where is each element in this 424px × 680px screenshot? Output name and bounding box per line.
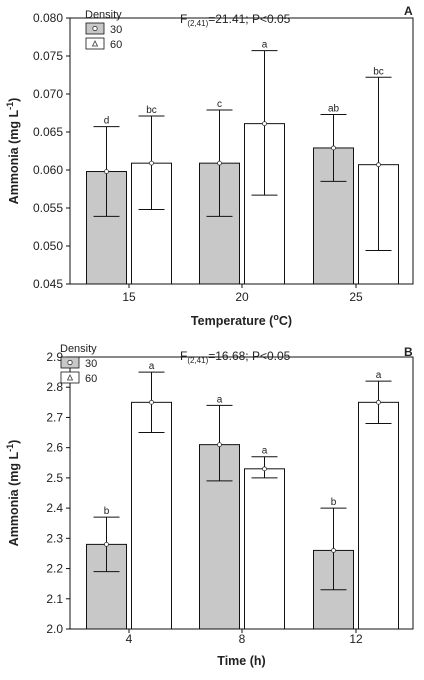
- mean-point: [332, 548, 336, 552]
- stat-subscript: (2,41): [187, 356, 208, 365]
- bar: [245, 469, 285, 629]
- x-axis-title-tail: C): [279, 314, 292, 328]
- stat-annotation: F(2,41)=16.68; P<0.05: [180, 349, 291, 365]
- y-axis-title-tail: ): [7, 440, 21, 444]
- y-tick-label: 2.5: [46, 471, 63, 485]
- y-axis-title-sup: -1: [5, 444, 15, 452]
- legend: Density 30 60: [60, 343, 97, 385]
- chart-panel-a: d c ab bc a bc 0.045 0.050 0.055 0.060 0.065 0.070 0…: [5, 4, 413, 328]
- stat-suffix: =21.41; P<0.05: [208, 12, 290, 26]
- legend-label: 30: [85, 358, 97, 370]
- y-tick-label: 2.2: [46, 562, 63, 576]
- mean-point: [105, 170, 109, 174]
- bar: [359, 402, 399, 629]
- panel-letter: A: [404, 4, 413, 18]
- legend-label: 60: [85, 373, 97, 385]
- legend-title: Density: [85, 9, 122, 21]
- significance-letter: b: [331, 497, 337, 508]
- y-tick-label: 0.045: [33, 277, 63, 291]
- y-tick-label: 0.075: [33, 49, 63, 63]
- significance-letter: a: [149, 361, 155, 372]
- x-tick-label: 4: [126, 632, 133, 646]
- y-axis-title-text: Ammonia (mg L: [7, 110, 21, 205]
- significance-letter: a: [262, 446, 268, 457]
- mean-point: [263, 467, 267, 471]
- x-axis-title: Time (h): [217, 654, 265, 668]
- stat-annotation: F(2,41)=21.41; P<0.05: [180, 12, 291, 28]
- x-axis-title-text: Temperature (: [191, 314, 274, 328]
- significance-letter: d: [104, 116, 110, 127]
- x-tick-label: 20: [235, 290, 249, 304]
- y-tick-label: 2.6: [46, 441, 63, 455]
- x-tick-label: 15: [122, 290, 136, 304]
- mean-point: [263, 122, 267, 126]
- mean-point: [218, 443, 222, 447]
- legend-marker-circle: [93, 26, 97, 30]
- legend-marker-circle: [68, 360, 72, 364]
- panel-letter: B: [404, 345, 413, 359]
- y-axis-title: Ammonia (mg L-1): [5, 440, 21, 547]
- x-tick-label: 12: [349, 632, 363, 646]
- legend-title: Density: [60, 343, 97, 355]
- y-axis-title-text: Ammonia (mg L: [7, 452, 21, 547]
- mean-point: [105, 542, 109, 546]
- significance-letter: bc: [373, 66, 384, 77]
- y-tick-label: 2.7: [46, 410, 63, 424]
- y-axis-title-tail: ): [7, 98, 21, 102]
- mean-point: [377, 400, 381, 404]
- significance-letter: a: [262, 40, 268, 51]
- y-tick-label: 0.070: [33, 87, 63, 101]
- y-tick-label: 2.3: [46, 531, 63, 545]
- stat-suffix: =16.68; P<0.05: [208, 349, 290, 363]
- y-tick-label: 0.055: [33, 201, 63, 215]
- y-tick-label: 2.1: [46, 592, 63, 606]
- stat-prefix: F: [180, 349, 187, 363]
- x-axis-title-text: Time (h): [217, 654, 265, 668]
- x-tick-label: 25: [349, 290, 363, 304]
- legend-label: 30: [110, 24, 122, 36]
- y-axis-title-sup: -1: [5, 102, 15, 110]
- significance-letter: a: [217, 394, 223, 405]
- mean-point: [150, 161, 154, 165]
- mean-point: [332, 146, 336, 150]
- stat-prefix: F: [180, 12, 187, 26]
- y-tick-label: 0.050: [33, 239, 63, 253]
- significance-letter: bc: [146, 105, 157, 116]
- mean-point: [150, 400, 154, 404]
- significance-letter: b: [104, 506, 110, 517]
- y-tick-label: 2.4: [46, 501, 63, 515]
- y-tick-label: 0.080: [33, 11, 63, 25]
- x-axis-title: Temperature (oC): [191, 312, 292, 328]
- y-axis-title: Ammonia (mg L-1): [5, 98, 21, 205]
- significance-letter: c: [217, 99, 222, 110]
- stat-subscript: (2,41): [187, 19, 208, 28]
- significance-letter: ab: [328, 104, 340, 115]
- mean-point: [218, 161, 222, 165]
- legend: Density 30 60: [85, 9, 122, 51]
- y-tick-label: 0.060: [33, 163, 63, 177]
- mean-point: [377, 163, 381, 167]
- legend-label: 60: [110, 39, 122, 51]
- y-tick-label: 2.0: [46, 622, 63, 636]
- bar: [132, 402, 172, 629]
- x-tick-label: 8: [239, 632, 246, 646]
- significance-letter: a: [376, 370, 382, 381]
- y-tick-label: 0.065: [33, 125, 63, 139]
